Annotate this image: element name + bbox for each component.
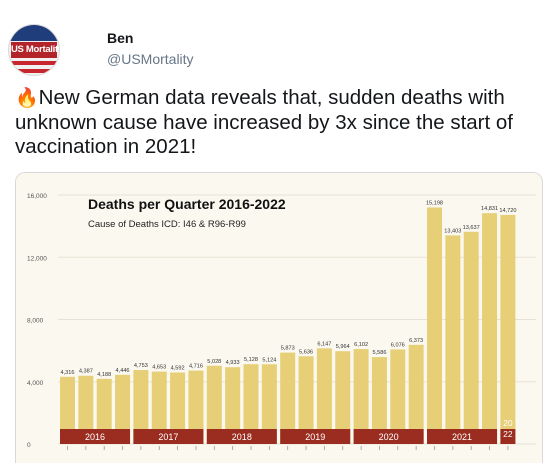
year-label: 22 xyxy=(503,429,513,439)
bar-value-label: 5,028 xyxy=(207,359,221,365)
chart-subtitle: Cause of Deaths ICD: I46 & R96-R99 xyxy=(88,219,246,230)
year-band xyxy=(280,429,351,444)
year-band xyxy=(206,429,277,444)
bar-value-label: 4,446 xyxy=(116,368,130,374)
bar xyxy=(298,356,314,444)
year-band xyxy=(60,429,131,444)
year-label: 2021 xyxy=(452,432,472,442)
year-label: 2018 xyxy=(232,432,252,442)
chart-image[interactable]: 0 4,000 8,000 12,000 16,000 4,316 4,387 4,188 4,… xyxy=(15,172,543,463)
bar-value-label: 4,653 xyxy=(152,365,166,371)
bar-value-label: 14,831 xyxy=(481,206,498,212)
bar-value-label: 6,373 xyxy=(409,338,423,344)
y-tick-label: 8,000 xyxy=(27,318,44,325)
y-tick-label: 0 xyxy=(27,442,31,449)
user-handle[interactable]: @USMortality xyxy=(107,51,194,67)
bar xyxy=(60,376,75,444)
bar-value-label: 13,637 xyxy=(463,225,480,231)
bar-value-label: 5,128 xyxy=(244,357,258,363)
y-tick-label: 4,000 xyxy=(27,380,44,387)
bar xyxy=(188,370,204,444)
bar xyxy=(115,374,131,444)
year-band xyxy=(133,429,204,444)
bar-value-label: 5,586 xyxy=(372,350,386,356)
year-band xyxy=(427,429,498,444)
bar-value-label: 4,753 xyxy=(134,363,148,369)
flag-stars xyxy=(9,25,59,41)
bar xyxy=(482,213,498,444)
bar xyxy=(316,348,332,444)
display-name[interactable]: Ben xyxy=(107,30,134,46)
avatar-logo-text: US Mortality xyxy=(11,42,59,58)
bar-value-label: 15,198 xyxy=(426,200,443,206)
year-label: 2017 xyxy=(158,432,178,442)
bar xyxy=(78,375,94,444)
bar-value-label: 4,933 xyxy=(226,360,240,366)
bar xyxy=(243,364,259,444)
bar xyxy=(353,349,369,444)
bar xyxy=(427,207,442,444)
flag-stripe xyxy=(9,61,59,65)
year-band xyxy=(353,429,424,444)
bar xyxy=(371,357,387,444)
flag-stripe xyxy=(9,69,59,73)
bar xyxy=(96,378,112,444)
bar-value-label: 6,076 xyxy=(391,342,405,348)
bar xyxy=(463,231,479,444)
bar xyxy=(390,349,406,444)
bar-value-label: 5,124 xyxy=(262,357,276,363)
chart-background xyxy=(16,173,542,463)
bar-value-label: 5,964 xyxy=(336,344,350,350)
year-label: 20 xyxy=(503,418,513,428)
bar xyxy=(225,367,241,444)
avatar[interactable]: US Mortality xyxy=(8,24,60,76)
bar xyxy=(151,371,167,444)
tweet-text: 🔥New German data reveals that, sudden de… xyxy=(15,86,540,159)
bar-value-label: 4,716 xyxy=(189,364,203,370)
bar-value-label: 13,403 xyxy=(444,228,461,234)
bar-value-label: 4,592 xyxy=(171,366,185,372)
tweet-body: New German data reveals that, sudden dea… xyxy=(15,86,513,158)
bar-value-label: 4,188 xyxy=(97,372,111,378)
bar xyxy=(133,370,149,444)
bar xyxy=(170,372,186,444)
bar-value-label: 5,636 xyxy=(299,349,313,355)
year-label: 2016 xyxy=(85,432,105,442)
bar xyxy=(280,352,296,444)
y-tick-label: 12,000 xyxy=(27,255,47,262)
bar xyxy=(335,351,351,444)
bar-value-label: 5,873 xyxy=(281,346,295,352)
y-tick-label: 16,000 xyxy=(27,193,47,200)
bar-value-label: 4,316 xyxy=(61,370,75,376)
bar xyxy=(445,235,461,444)
bar-value-label: 6,147 xyxy=(317,341,331,347)
year-label: 2020 xyxy=(379,432,399,442)
bar xyxy=(261,364,277,444)
bar xyxy=(500,214,516,444)
bar xyxy=(408,344,424,444)
bar-value-label: 14,720 xyxy=(499,208,516,214)
bar xyxy=(206,365,222,444)
fire-icon: 🔥 xyxy=(15,88,39,109)
bar-chart: 0 4,000 8,000 12,000 16,000 4,316 4,387 4,188 4,… xyxy=(16,173,542,463)
year-band xyxy=(500,429,516,444)
bar-value-label: 6,102 xyxy=(354,342,368,348)
year-label: 2019 xyxy=(305,432,325,442)
bar-value-label: 4,387 xyxy=(79,369,93,375)
chart-title: Deaths per Quarter 2016-2022 xyxy=(88,196,286,212)
